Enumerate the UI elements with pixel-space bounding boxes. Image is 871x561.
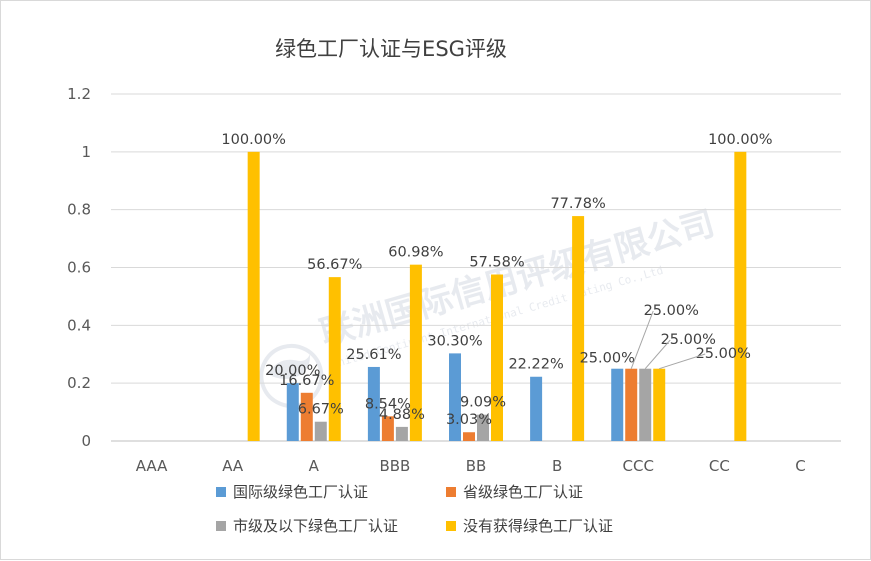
bar [611, 368, 624, 441]
legend-swatch [216, 521, 226, 531]
x-tick-label: CC [709, 457, 730, 475]
bar [477, 414, 489, 441]
data-label: 25.00% [661, 332, 716, 348]
legend-entry: 没有获得绿色工厂认证 [463, 517, 613, 535]
x-axis: AAA AA A BBB BB B CCC CC C [136, 457, 806, 475]
data-label: 25.61% [346, 347, 401, 363]
gridlines [111, 93, 841, 442]
legend-swatch [216, 487, 226, 497]
data-label: 8.54% [365, 396, 411, 412]
data-label: 25.00% [644, 303, 699, 319]
x-tick-label: BB [466, 457, 487, 475]
data-label: 57.58% [469, 254, 524, 270]
data-label: 56.67% [307, 257, 362, 273]
y-tick-label: 0.8 [67, 201, 91, 219]
data-label: 9.09% [460, 395, 506, 411]
y-tick-label: 0 [81, 432, 91, 450]
bar [395, 426, 408, 441]
legend-swatch [446, 521, 456, 531]
bar [449, 353, 461, 441]
bar [734, 151, 747, 442]
data-label: 25.00% [580, 351, 635, 367]
legend-entry: 市级及以下绿色工厂认证 [233, 517, 398, 535]
bar [286, 383, 299, 441]
bar [625, 368, 638, 441]
data-label: 4.88% [379, 407, 425, 423]
legend-entry: 国际级绿色工厂认证 [233, 483, 368, 501]
leader-line [630, 310, 654, 369]
y-axis: 0 0.2 0.4 0.6 0.8 1 1.2 [67, 85, 91, 450]
bar [491, 274, 503, 441]
bars [247, 151, 747, 442]
leader-line [644, 339, 671, 370]
bar [409, 264, 422, 441]
legend-swatch [446, 487, 456, 497]
bar [300, 392, 313, 441]
x-tick-label: BBB [379, 457, 410, 475]
y-tick-label: 0.4 [67, 316, 91, 334]
data-label: 25.00% [696, 346, 751, 362]
bar [653, 368, 666, 441]
data-label: 60.98% [388, 245, 443, 261]
bar [639, 368, 652, 441]
bar [328, 277, 341, 441]
data-label: 100.00% [708, 132, 773, 148]
svg-text:联洲国际信用评级有限公司: 联洲国际信用评级有限公司 [316, 203, 719, 354]
bar [381, 416, 394, 441]
data-label: 20.00% [265, 363, 320, 379]
chart-title: 绿色工厂认证与ESG评级 [275, 37, 507, 61]
data-labels: 100.00% 20.00%16.67% 6.67% 56.67% 25.61% 8.54… [221, 132, 772, 428]
y-tick-label: 1.2 [67, 85, 91, 103]
bar [314, 421, 327, 441]
x-tick-label: CCC [623, 457, 654, 475]
bar [367, 366, 380, 441]
y-tick-label: 1 [81, 143, 91, 161]
x-tick-label: AAA [136, 457, 168, 475]
bar [530, 376, 543, 441]
y-tick-label: 0.6 [67, 259, 91, 277]
data-label: 3.03% [446, 412, 492, 428]
data-label: 77.78% [550, 196, 605, 212]
data-label: 30.30% [427, 333, 482, 349]
y-tick-label: 0.2 [67, 374, 91, 392]
data-label: 22.22% [508, 357, 563, 373]
x-tick-label: C [795, 457, 805, 475]
data-label: 100.00% [221, 132, 286, 148]
bar [247, 151, 260, 442]
x-tick-label: A [309, 457, 320, 475]
bar [572, 216, 585, 441]
data-label: 16.67% [279, 373, 334, 389]
bar [463, 432, 475, 441]
x-tick-label: B [552, 457, 562, 475]
x-tick-label: AA [222, 457, 244, 475]
data-label: 6.67% [298, 402, 344, 418]
legend-entry: 省级绿色工厂认证 [463, 483, 583, 501]
leader-line [659, 353, 706, 370]
